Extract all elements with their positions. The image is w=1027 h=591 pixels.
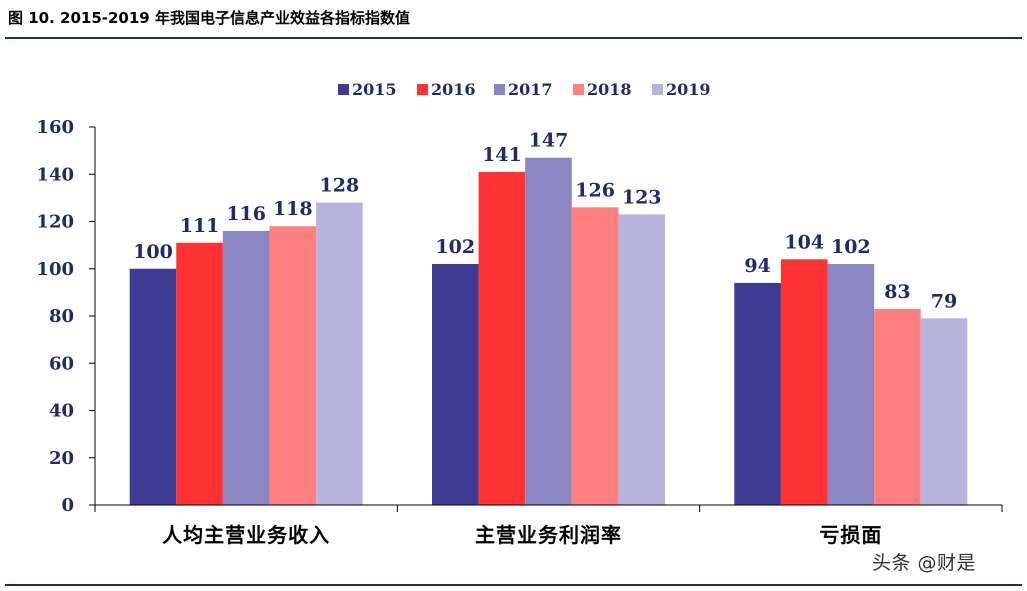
bar-2015-1 [129, 268, 177, 505]
bar-2015-2 [432, 264, 479, 505]
bar-2017-2 [525, 157, 572, 505]
watermark: 头条 @财是 [872, 552, 977, 574]
data-label: 79 [931, 290, 957, 312]
y-tick-label: 80 [49, 306, 74, 327]
bar-2019-1 [316, 202, 363, 505]
figure-title: 图 10. 2015-2019 年我国电子信息产业效益各指标指数值 [8, 9, 410, 27]
y-tick-label: 40 [49, 401, 74, 422]
legend-label-2015: 2015 [352, 80, 397, 99]
bar-2016-2 [478, 171, 526, 505]
legend-swatch-2019 [652, 84, 663, 95]
data-label: 126 [575, 179, 615, 201]
y-tick-label: 20 [49, 448, 74, 469]
data-label: 111 [180, 215, 220, 237]
bar-2018-3 [874, 308, 921, 505]
y-tick-label: 160 [36, 117, 74, 138]
x-tick-label: 主营业务利润率 [475, 523, 622, 547]
legend-label-2016: 2016 [431, 80, 476, 99]
y-tick-label: 120 [36, 212, 74, 233]
y-tick-label: 0 [61, 495, 74, 516]
data-labels-group: 100 111 116 118 128 102 141 147 126 123 94 104 102 83… [133, 130, 957, 313]
legend-label-2019: 2019 [666, 80, 711, 99]
data-label: 118 [273, 198, 313, 220]
y-tick-label: 140 [36, 164, 74, 185]
data-label: 104 [784, 231, 824, 253]
top-divider [5, 37, 1022, 39]
bar-2016-1 [176, 242, 223, 505]
legend-swatch-2018 [573, 84, 584, 95]
legend-swatch-2016 [417, 84, 428, 95]
data-label: 141 [482, 144, 522, 166]
bar-2017-3 [827, 264, 875, 505]
x-tick-label: 人均主营业务收入 [162, 523, 330, 547]
legend-label-2018: 2018 [587, 80, 632, 99]
bottom-divider [5, 584, 1022, 586]
bars-group [129, 157, 968, 505]
data-label: 116 [226, 203, 266, 225]
legend-swatch-2017 [494, 84, 505, 95]
data-label: 83 [884, 281, 910, 303]
data-label: 94 [744, 255, 770, 277]
bar-2016-3 [780, 259, 828, 505]
chart-legend: 2015 2016 2017 2018 2019 [338, 80, 711, 99]
data-label: 100 [133, 241, 173, 263]
data-label: 147 [529, 130, 569, 152]
data-label: 128 [320, 175, 360, 197]
axes-group: 0 20 40 60 80 100 120 140 160 人均主营业务收入 主营业务利润率 亏损面 [36, 117, 1003, 547]
y-tick-label: 100 [36, 259, 74, 280]
bar-2018-1 [269, 226, 317, 505]
bar-2019-3 [920, 318, 968, 505]
bar-2019-2 [618, 214, 665, 505]
data-label: 123 [622, 186, 662, 208]
legend-swatch-2015 [338, 84, 349, 95]
data-label: 102 [831, 236, 871, 258]
bar-2017-1 [222, 230, 270, 505]
bar-2015-3 [734, 282, 781, 505]
bar-2018-2 [571, 207, 619, 505]
data-label: 102 [435, 236, 475, 258]
y-tick-label: 60 [49, 353, 74, 374]
x-tick-label: 亏损面 [819, 523, 882, 547]
legend-label-2017: 2017 [508, 80, 553, 99]
